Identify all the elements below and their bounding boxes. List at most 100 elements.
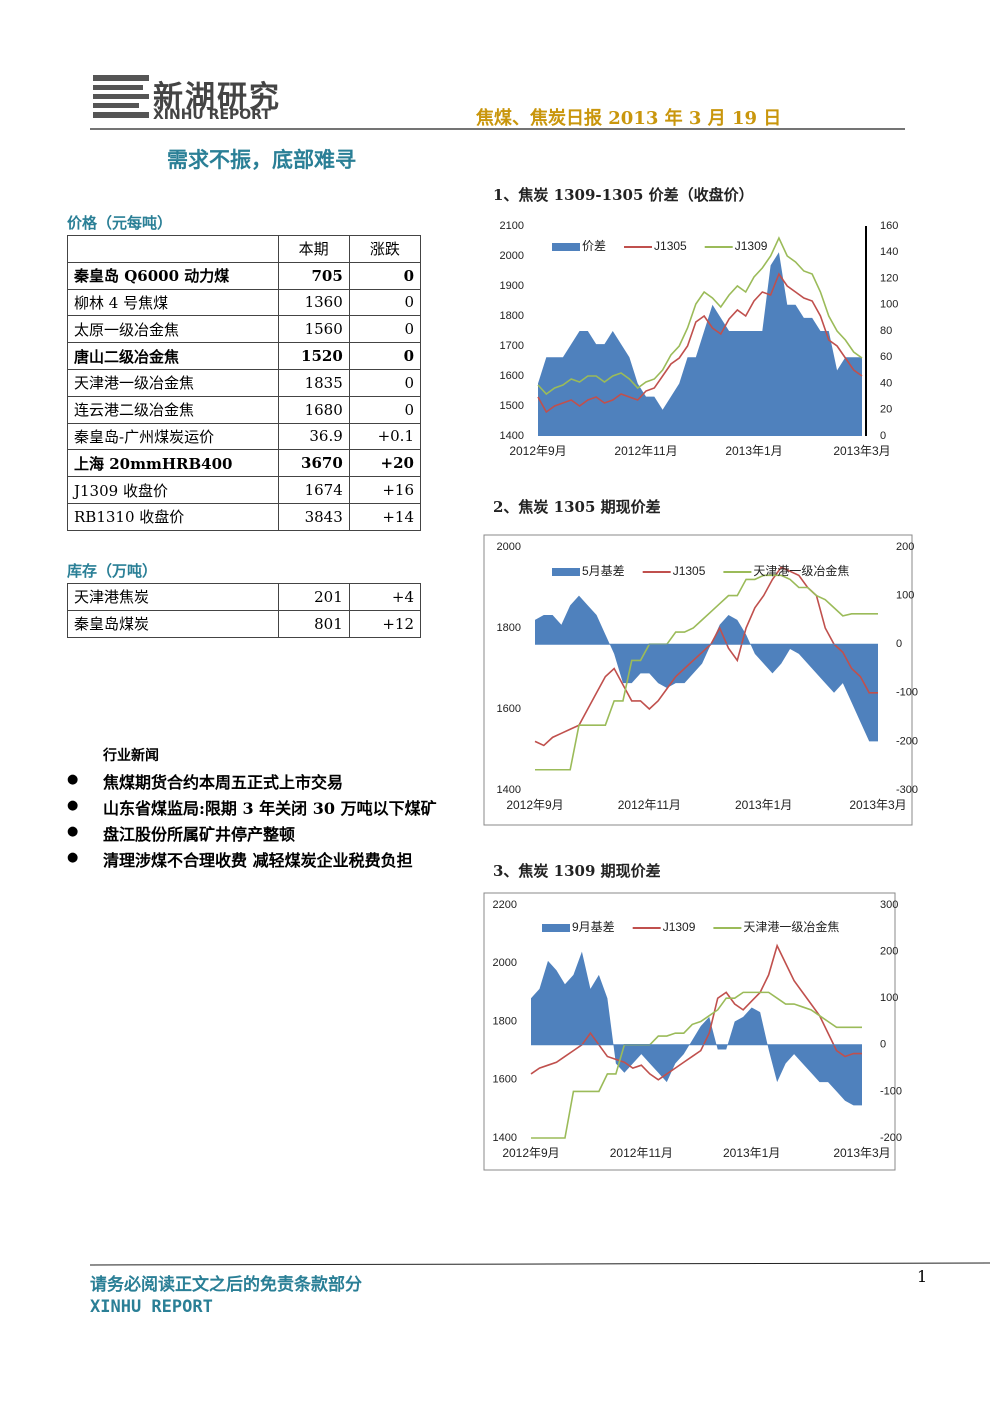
line: [531, 991, 862, 1139]
y2-tick-label: 0: [880, 1039, 886, 1051]
news-item: 山东省煤监局:限期 3 年关闭 30 万吨以下煤矿: [103, 799, 437, 818]
cell: +14: [348, 502, 422, 531]
cell: 3843: [277, 502, 350, 531]
cell: +4: [348, 583, 422, 611]
y-tick-label: 1400: [493, 1132, 517, 1144]
x-tick-label: 2013年3月: [833, 444, 890, 458]
area: [535, 595, 878, 742]
cell: 705: [277, 261, 350, 290]
table-row: J1309 收盘价 1674 +16: [67, 476, 422, 504]
x-tick-label: 2012年9月: [506, 798, 563, 812]
logo-en: XINHU REPORT: [153, 107, 271, 123]
disclaimer: 请务必阅读正文之后的免责条款部分: [90, 1275, 362, 1295]
y-tick-label: 1400: [500, 430, 524, 442]
table-row: 秦皇岛-广州煤炭运价 36.9 +0.1: [67, 422, 422, 451]
chart-title: 2、焦炭 1305 期现价差: [493, 498, 661, 516]
cell: 上海 20mmHRB400: [67, 449, 279, 478]
cell: 1360: [277, 288, 350, 317]
y2-tick-label: 120: [880, 272, 898, 284]
news-item: 焦煤期货合约本周五正式上市交易: [103, 773, 344, 792]
cell: 唐山二级冶金焦: [67, 342, 279, 370]
legend-swatch: [542, 924, 570, 932]
x-tick-label: 2012年11月: [618, 798, 681, 812]
y-tick-label: 1900: [500, 280, 524, 292]
y2-tick-label: 140: [880, 246, 898, 258]
chart-title: 3、焦炭 1309 期现价差: [493, 862, 661, 880]
cell: 天津港焦炭: [67, 583, 279, 611]
y2-tick-label: 200: [896, 541, 914, 553]
y-tick-label: 2100: [500, 220, 524, 232]
y2-tick-label: 20: [880, 404, 892, 416]
cell: J1309 收盘价: [67, 476, 279, 504]
table-row: 秦皇岛煤炭 801 +12: [67, 609, 422, 638]
brand: XINHU REPORT: [90, 1297, 213, 1317]
column-header: 涨跌: [348, 235, 422, 263]
x-tick-label: 2012年9月: [509, 444, 566, 458]
y2-tick-label: 80: [880, 325, 892, 337]
legend-label: 价差: [582, 239, 606, 253]
legend-label: 5月基差: [582, 564, 625, 578]
y-tick-label: 2000: [500, 250, 524, 262]
line: [534, 566, 878, 747]
page-number: 1: [917, 1267, 928, 1286]
cell: 1835: [277, 368, 350, 397]
x-tick-label: 2012年11月: [610, 1146, 673, 1160]
y2-tick-label: -200: [880, 1132, 902, 1144]
y-tick-label: 2000: [493, 957, 517, 969]
cell: 1680: [277, 395, 350, 424]
cell: 天津港一级冶金焦: [67, 368, 279, 397]
y-tick-label: 2000: [497, 541, 521, 553]
bullet: ●: [67, 850, 79, 865]
cell: 0: [348, 368, 422, 397]
cell: 连云港二级冶金焦: [67, 395, 279, 424]
y2-tick-label: -100: [896, 687, 918, 699]
legend-label: 天津港一级冶金焦: [753, 563, 849, 578]
line: [537, 236, 863, 396]
cell: 秦皇岛 Q6000 动力煤: [67, 261, 279, 290]
cell: 柳林 4 号焦煤: [67, 288, 279, 317]
footer-rule: [89, 1262, 991, 1266]
cell: +12: [348, 609, 422, 638]
table-row: 天津港一级冶金焦 1835 0: [67, 368, 422, 397]
y2-tick-label: -200: [896, 735, 918, 747]
cell: 0: [348, 261, 422, 290]
y-tick-label: 1700: [500, 340, 524, 352]
legend-label: J1309: [735, 239, 768, 253]
y2-tick-label: -100: [880, 1085, 902, 1097]
cell: 0: [348, 288, 422, 317]
x-tick-label: 2013年1月: [735, 798, 792, 812]
cell: 0: [348, 342, 422, 370]
cell: 0: [348, 395, 422, 424]
y-tick-label: 1800: [497, 622, 521, 634]
area: [538, 252, 862, 436]
table-row: 柳林 4 号焦煤 1360 0: [67, 288, 422, 317]
cell: 3670: [277, 449, 350, 478]
line: [535, 574, 878, 771]
news-item: 清理涉煤不合理收费 减轻煤炭企业税费负担: [103, 851, 413, 870]
cell: 0: [348, 315, 422, 344]
y-tick-label: 1600: [497, 703, 521, 715]
report-title: 焦煤、焦炭日报 2013 年 3 月 19 日: [476, 108, 782, 129]
cell: 太原一级冶金焦: [67, 315, 279, 344]
y-tick-label: 1600: [500, 370, 524, 382]
x-tick-label: 2013年1月: [725, 444, 782, 458]
cell: +16: [348, 476, 422, 504]
y2-tick-label: 160: [880, 220, 898, 232]
y2-tick-label: 200: [880, 946, 898, 958]
legend-swatch: [552, 568, 580, 576]
y2-tick-label: 100: [880, 299, 898, 311]
cell: 秦皇岛-广州煤炭运价: [67, 422, 279, 451]
cell: 1520: [277, 342, 350, 370]
bullet: ●: [67, 798, 79, 813]
section-title: 库存（万吨）: [67, 562, 158, 580]
y2-tick-label: 0: [896, 638, 902, 650]
legend-label: 9月基差: [572, 920, 615, 934]
legend-label: J1305: [673, 564, 706, 578]
x-tick-label: 2013年3月: [849, 798, 906, 812]
y2-tick-label: 100: [896, 590, 914, 602]
chart-title: 1、焦炭 1309-1305 价差（收盘价）: [493, 186, 754, 204]
line: [537, 272, 863, 414]
legend-label: 天津港一级冶金焦: [743, 919, 839, 934]
